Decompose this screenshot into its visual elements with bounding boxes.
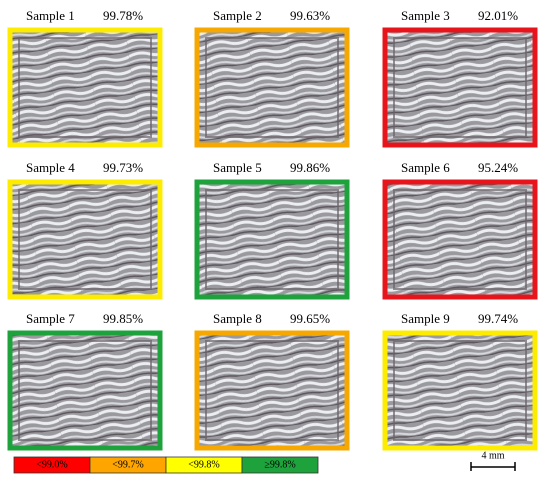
sample-density: 99.63% bbox=[290, 8, 330, 23]
sample-density: 99.85% bbox=[103, 311, 143, 326]
sample-photo bbox=[7, 179, 163, 300]
sample-edge bbox=[205, 340, 339, 441]
sample-density: 99.74% bbox=[478, 311, 518, 326]
sample-name: Sample 4 bbox=[26, 160, 75, 175]
legend-label: ≥99.8% bbox=[264, 459, 295, 470]
sample-name: Sample 1 bbox=[26, 8, 75, 23]
sample-density: 99.78% bbox=[103, 8, 143, 23]
sample-density: 99.73% bbox=[103, 160, 143, 175]
legend-label: <99.7% bbox=[112, 459, 143, 470]
sample-name: Sample 8 bbox=[213, 311, 262, 326]
sample-name: Sample 5 bbox=[213, 160, 262, 175]
sample-photo bbox=[7, 27, 163, 148]
sample-edge bbox=[205, 189, 339, 290]
sample-density: 99.65% bbox=[290, 311, 330, 326]
sample-edge bbox=[205, 37, 339, 138]
scale-label: 4 mm bbox=[481, 450, 504, 461]
legend: <99.0% <99.7% <99.8% ≥99.8% bbox=[13, 456, 319, 474]
sample-edge bbox=[393, 340, 527, 441]
sample-edge bbox=[18, 37, 152, 138]
sample-density: 95.24% bbox=[478, 160, 518, 175]
sample-photo bbox=[382, 330, 538, 451]
legend-label: <99.8% bbox=[188, 459, 219, 470]
sample-grid: Sample 1 99.78% Sample 2 99.63% Sample 3 92.0… bbox=[7, 8, 538, 451]
sample-name: Sample 6 bbox=[401, 160, 450, 175]
sample-edge bbox=[18, 189, 152, 290]
legend-label: <99.0% bbox=[36, 459, 67, 470]
sample-name: Sample 3 bbox=[401, 8, 450, 23]
legend-swatch bbox=[241, 456, 319, 474]
sample-density: 92.01% bbox=[478, 8, 518, 23]
sample-photo bbox=[194, 330, 350, 451]
sample-edge bbox=[393, 189, 527, 290]
sample-edge bbox=[393, 37, 527, 138]
sample-edge bbox=[18, 340, 152, 441]
sample-density: 99.86% bbox=[290, 160, 330, 175]
sample-photo bbox=[194, 179, 350, 300]
sample-photo bbox=[382, 179, 538, 300]
sample-photo bbox=[382, 27, 538, 148]
sample-name: Sample 9 bbox=[401, 311, 450, 326]
sample-name: Sample 7 bbox=[26, 311, 75, 326]
sample-photo bbox=[194, 27, 350, 148]
sample-name: Sample 2 bbox=[213, 8, 262, 23]
sample-photo bbox=[7, 330, 163, 451]
